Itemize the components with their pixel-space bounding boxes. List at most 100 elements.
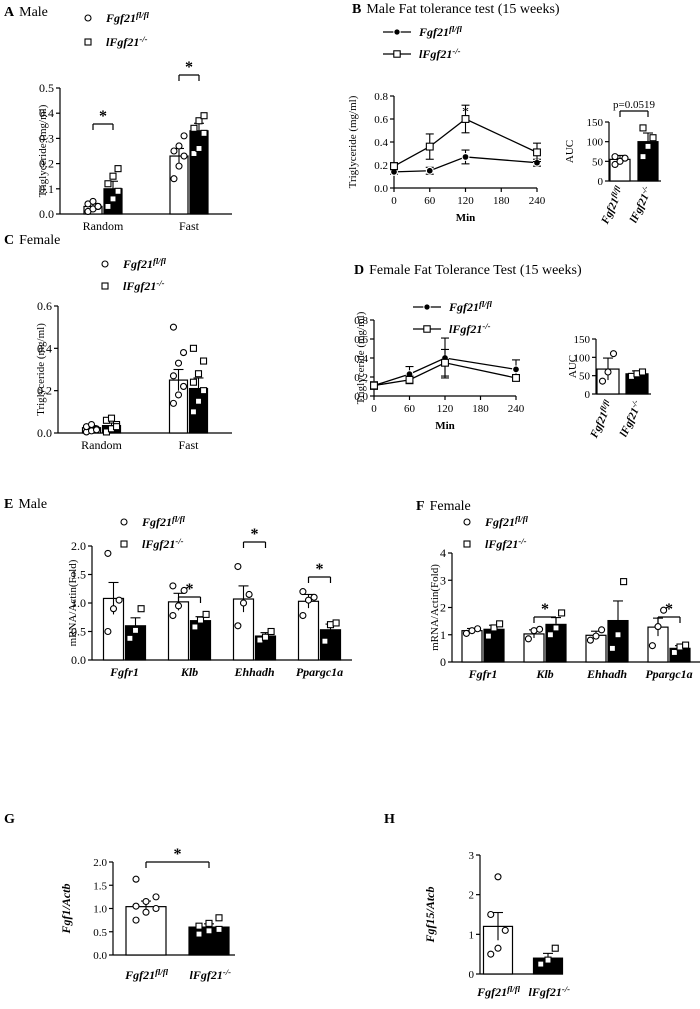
- panel-e-sig-star: *: [251, 526, 259, 543]
- panel-c-data-point: [107, 414, 116, 422]
- panel-b-auc-data-point: [639, 124, 647, 132]
- panel-f-y-tick-label: 0: [440, 655, 446, 669]
- panel-f-data-point: [660, 606, 668, 614]
- panel-d-y-tick-label: 0.2: [354, 372, 368, 384]
- panel-e-legend-ctrl-marker: [120, 518, 128, 526]
- panel-f-data-point: [552, 624, 560, 632]
- panel-a-y-tick-label: 0.0: [39, 207, 54, 221]
- panel-f-data-point: [648, 642, 656, 650]
- panel-d-x-tick-label: 120: [437, 403, 454, 415]
- panel-f-y-tick-label: 4: [440, 546, 446, 560]
- panel-c-data-point: [112, 423, 121, 431]
- panel-f-data-point: [608, 644, 616, 652]
- panel-f-data-point: [536, 625, 544, 633]
- panel-e-legend-ko-label: lFgf21-/-: [142, 536, 184, 551]
- panel-h-category-label: Fgf21fl/fl: [476, 984, 521, 999]
- panel-b-y-tick-label: 0.8: [374, 91, 388, 103]
- panel-e-y-tick-label: 0.5: [71, 625, 86, 639]
- panel-b-x-tick-label: 60: [424, 195, 436, 207]
- panel-h-y-tick-label: 0: [469, 969, 475, 981]
- panel-h-data-point: [494, 873, 502, 881]
- panel-e-y-tick-label: 0.0: [71, 653, 86, 667]
- panel-e-bar: [167, 601, 190, 661]
- panel-d-legend-ctrl-label: Fgf21fl/fl: [448, 299, 493, 314]
- panel-b-auc-y-tick-label: 0: [598, 176, 604, 188]
- panel-f-data-point: [484, 632, 492, 640]
- panel-a-data-point: [170, 147, 178, 155]
- panel-b-auc-data-point: [621, 154, 629, 162]
- panel-h-data-point: [537, 960, 545, 968]
- panel-g-data-point: [132, 875, 140, 883]
- panel-e-y-tick-label: 2.0: [71, 539, 86, 553]
- panel-b-series-line: [393, 118, 538, 167]
- panel-h-data-point: [544, 956, 552, 964]
- panel-g-data-point: [195, 922, 203, 930]
- panel-e-data-point: [104, 549, 112, 557]
- panel-b-legend-ctrl-marker: [393, 28, 401, 36]
- panel-b-x-tick-label: 180: [493, 195, 510, 207]
- panel-c-data-point: [199, 357, 208, 365]
- panel-d-auc-category-label: lFgf21-/-: [616, 398, 645, 439]
- panel-b-x-tick-label: 0: [391, 195, 397, 207]
- panel-c-data-point: [199, 387, 208, 395]
- panel-b-heading: B Male Fat tolerance test (15 weeks): [352, 2, 560, 17]
- panel-b-auc-y-tick-label: 50: [592, 156, 604, 168]
- panel-a-data-point: [89, 197, 97, 205]
- panel-h-y-label: Fgf15/Atcb: [423, 887, 437, 944]
- panel-c-legend-ko-marker: [101, 282, 109, 290]
- panel-d-auc-y-tick-label: 100: [574, 352, 591, 364]
- panel-g-y-tick-label: 0.5: [93, 927, 107, 939]
- panel-a-sig-star: *: [99, 108, 107, 125]
- panel-f-legend-ctrl-marker: [463, 518, 471, 526]
- panel-e-category-label: Ehhadh: [233, 665, 274, 679]
- panel-b-data-point: [461, 153, 470, 161]
- panel-d-auc-data-point: [638, 368, 647, 376]
- panel-e-data-point: [169, 582, 177, 590]
- panel-f-data-point: [474, 625, 482, 633]
- panel-f-category-label: Ehhadh: [586, 667, 627, 681]
- panel-b-data-point: [425, 142, 434, 151]
- panel-a-data-point: [175, 162, 183, 170]
- panel-f-y-tick-label: 2: [440, 601, 446, 615]
- panel-g-data-point: [132, 902, 140, 910]
- panel-e-data-point: [267, 627, 275, 636]
- panel-f-data-point: [592, 632, 600, 640]
- panel-b-auc-data-point: [611, 153, 619, 161]
- panel-g-data-point: [132, 916, 140, 924]
- panel-f-data-point: [546, 631, 554, 639]
- panel-d-data-point: [405, 375, 414, 384]
- panel-a-data-point: [104, 180, 112, 188]
- panel-a-legend-ko-label: lFgf21-/-: [106, 34, 148, 49]
- panel-b-y-tick-label: 0.6: [374, 114, 388, 126]
- panel-c-data-point: [189, 408, 198, 416]
- panel-e-data-point: [191, 623, 199, 631]
- panel-c-data-point: [169, 323, 178, 331]
- panel-f-sig-star: *: [665, 601, 673, 618]
- panel-b-data-point: [533, 148, 541, 157]
- panel-a-data-point: [195, 117, 203, 125]
- panel-c-legend-ko-label: lFgf21-/-: [123, 278, 165, 293]
- panel-e-data-point: [261, 633, 270, 641]
- panel-d-data-point: [512, 373, 520, 382]
- panel-f-data-point: [586, 636, 594, 644]
- panel-e-data-point: [234, 562, 242, 571]
- panel-h-heading: H: [384, 812, 395, 827]
- panel-g-data-point: [195, 930, 203, 938]
- panel-g-data-point: [215, 914, 223, 922]
- panel-b-data-point: [461, 115, 470, 123]
- panel-e-category-label: Klb: [180, 665, 198, 679]
- panel-e-data-point: [310, 593, 318, 601]
- panel-a-data-point: [180, 132, 188, 140]
- panel-e-data-point: [180, 586, 188, 595]
- panel-e-bar: [297, 600, 320, 661]
- panel-d-y-tick-label: 0.6: [354, 334, 368, 346]
- panel-d-legend-ko-marker: [423, 325, 431, 333]
- panel-a-data-point: [200, 112, 208, 120]
- panel-h-y-tick-label: 2: [469, 890, 475, 902]
- panel-f-heading: F Female: [416, 499, 471, 514]
- panel-c-data-point: [179, 382, 188, 390]
- panel-e-data-point: [126, 634, 134, 642]
- panel-a-data-point: [175, 142, 183, 150]
- panel-e-sig-star: *: [186, 581, 194, 598]
- panel-c-legend-ctrl-label: Fgf21fl/fl: [122, 256, 167, 271]
